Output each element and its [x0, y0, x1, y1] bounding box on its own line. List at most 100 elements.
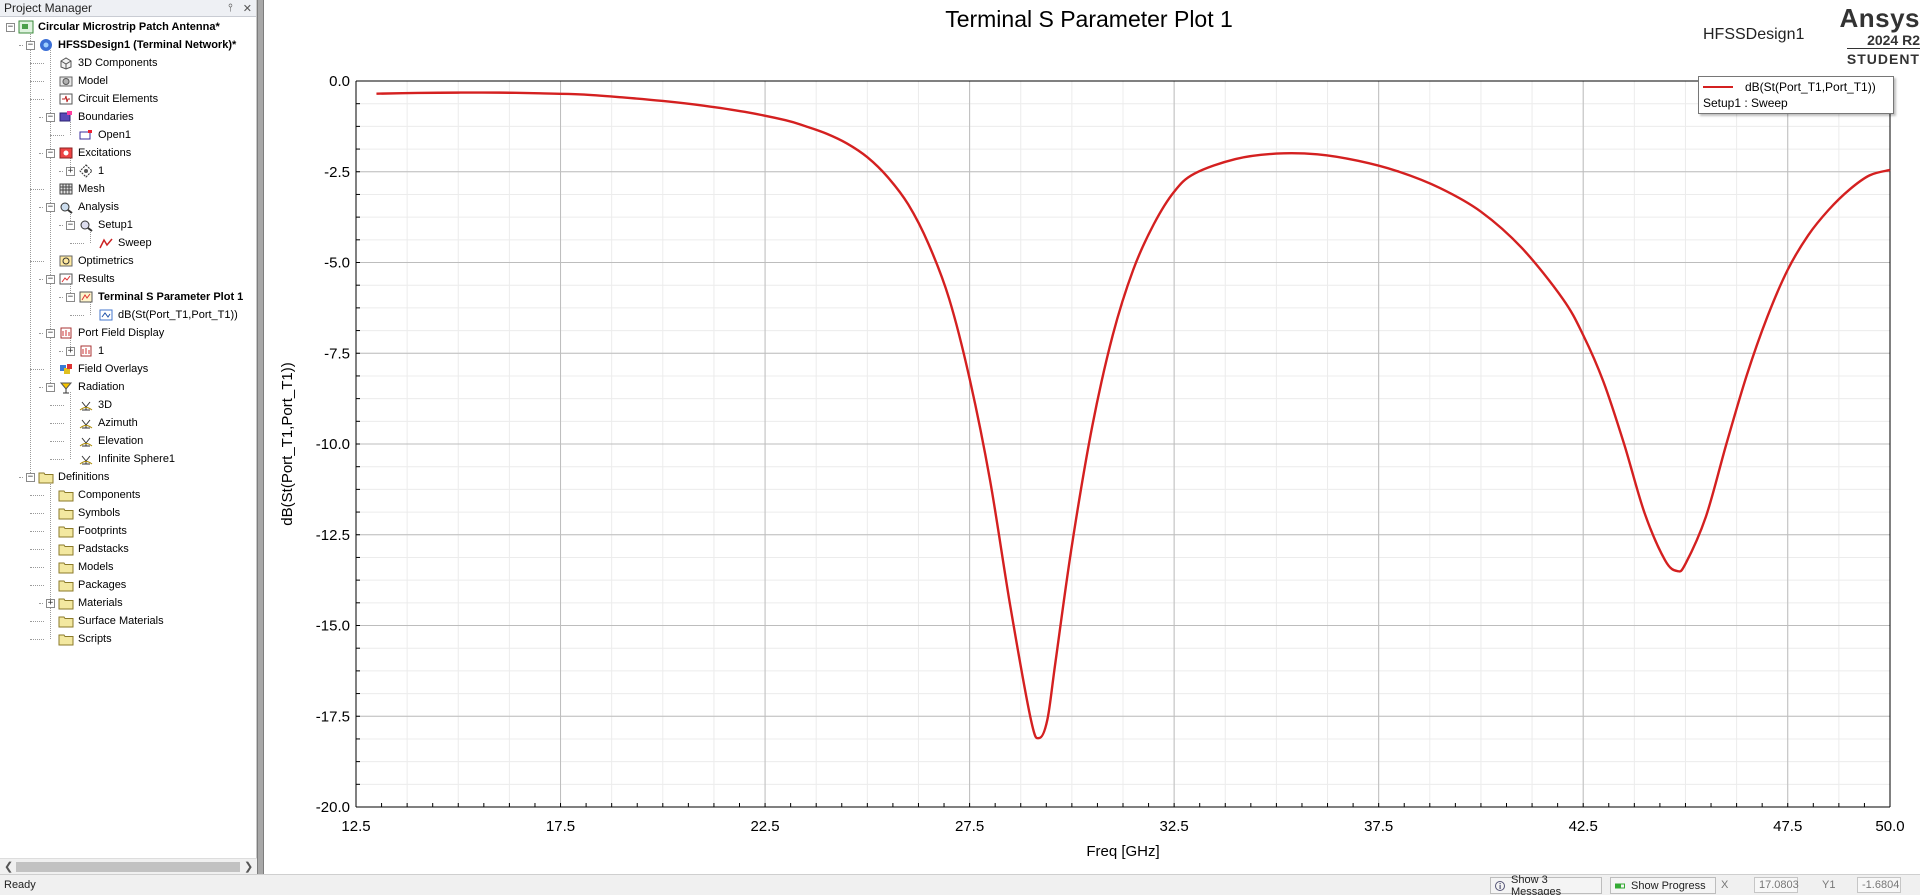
plot-legend[interactable]: dB(St(Port_T1,Port_T1)) Setup1 : Sweep	[1698, 76, 1894, 114]
tree-item-scripts[interactable]: Scripts	[58, 630, 112, 648]
tree-item-materials[interactable]: Materials	[58, 594, 123, 612]
tree-item-label: Radiation	[78, 381, 125, 393]
scroll-left-icon[interactable]: ❮	[4, 861, 14, 873]
scroll-thumb[interactable]	[16, 862, 240, 872]
tree-item-surface-materials[interactable]: Surface Materials	[58, 612, 164, 630]
radiation-icon	[58, 380, 74, 394]
collapse-toggle-icon[interactable]: −	[46, 382, 55, 392]
tree-item-components[interactable]: Components	[58, 486, 140, 504]
tree-item-results[interactable]: Results	[58, 270, 115, 288]
scroll-right-icon[interactable]: ❯	[244, 861, 254, 873]
show-progress-button[interactable]: Show Progress	[1610, 877, 1716, 894]
radiation-setup-icon	[78, 452, 94, 466]
tree-item-packages[interactable]: Packages	[58, 576, 126, 594]
tree-item-definitions[interactable]: Definitions	[38, 468, 109, 486]
tree-item-1[interactable]: 1	[78, 342, 104, 360]
tree-item-excitations[interactable]: Excitations	[58, 144, 131, 162]
y-tick-label: -2.5	[324, 164, 350, 181]
optimetrics-icon	[58, 254, 74, 268]
tree-connector	[39, 279, 43, 280]
tree-item-terminal-s-parameter-plot-1[interactable]: Terminal S Parameter Plot 1	[78, 288, 243, 306]
tree-item-circular-microstrip-patch-antenna[interactable]: Circular Microstrip Patch Antenna*	[18, 18, 220, 36]
tree-item-mesh[interactable]: Mesh	[58, 180, 105, 198]
y-axis-title: dB(St(Port_T1,Port_T1))	[279, 362, 296, 525]
close-icon[interactable]: ✕	[242, 2, 252, 15]
collapse-toggle-icon[interactable]: −	[46, 112, 55, 122]
tree-item-port-field-display[interactable]: Port Field Display	[58, 324, 164, 342]
collapse-toggle-icon[interactable]: −	[46, 328, 55, 338]
logo-edition: STUDENT	[1846, 51, 1920, 67]
tree-item-db-st-port-t1-port-t1[interactable]: dB(St(Port_T1,Port_T1))	[98, 306, 238, 324]
collapse-toggle-icon[interactable]: −	[66, 292, 75, 302]
tree-item-hfssdesign1-terminal-network[interactable]: HFSSDesign1 (Terminal Network)*	[38, 36, 236, 54]
tree-item-label: HFSSDesign1 (Terminal Network)*	[58, 39, 237, 51]
tree-item-circuit-elements[interactable]: Circuit Elements	[58, 90, 158, 108]
y-tick-label: -10.0	[316, 436, 350, 453]
collapse-toggle-icon[interactable]: −	[46, 202, 55, 212]
port-field-icon	[78, 344, 94, 358]
report-plot-window[interactable]: 12.5 17.5 22.5 27.5 32.5 37.5 42.5 47.5 50.0 0.0 -…	[264, 0, 1920, 874]
expand-toggle-icon[interactable]: +	[66, 166, 75, 176]
tree-connector	[39, 153, 43, 154]
pin-icon[interactable]: ⫯	[227, 1, 233, 14]
tree-item-models[interactable]: Models	[58, 558, 113, 576]
tree-item-label: Optimetrics	[78, 255, 134, 267]
tree-item-label: Scripts	[78, 633, 112, 645]
show-messages-button[interactable]: Show 3 Messages	[1490, 874, 1602, 895]
folder-icon	[58, 578, 74, 592]
y-tick-label: -12.5	[316, 527, 350, 544]
tree-item-setup1[interactable]: Setup1	[78, 216, 133, 234]
tree-item-padstacks[interactable]: Padstacks	[58, 540, 129, 558]
design-name-label: HFSSDesign1	[1703, 26, 1805, 43]
tree-item-analysis[interactable]: Analysis	[58, 198, 119, 216]
tree-item-infinite-sphere1[interactable]: Infinite Sphere1	[78, 450, 175, 468]
tree-item-label: Azimuth	[98, 417, 138, 429]
tree-item-footprints[interactable]: Footprints	[58, 522, 127, 540]
y-tick-label: 0.0	[329, 73, 350, 90]
collapse-toggle-icon[interactable]: −	[6, 22, 15, 32]
tree-item-radiation[interactable]: Radiation	[58, 378, 124, 396]
tree-connector	[39, 207, 43, 208]
project-tree-hscrollbar[interactable]: ❮ ❯	[0, 858, 257, 874]
tree-item-boundaries[interactable]: Boundaries	[58, 108, 134, 126]
tree-connector	[70, 158, 71, 171]
tree-item-optimetrics[interactable]: Optimetrics	[58, 252, 134, 270]
tree-connector	[59, 297, 63, 298]
tree-connector	[70, 243, 84, 244]
collapse-toggle-icon[interactable]: −	[46, 274, 55, 284]
tree-item-symbols[interactable]: Symbols	[58, 504, 120, 522]
tree-connector	[70, 338, 71, 351]
project-tree[interactable]: − Circular Microstrip Patch Antenna* − HFSS…	[0, 17, 256, 852]
tree-item-field-overlays[interactable]: Field Overlays	[58, 360, 148, 378]
collapse-toggle-icon[interactable]: −	[66, 220, 75, 230]
project-icon	[18, 20, 34, 34]
tree-item-model[interactable]: Model	[58, 72, 108, 90]
tree-item-label: Materials	[78, 597, 123, 609]
folder-icon	[58, 560, 74, 574]
expand-toggle-icon[interactable]: +	[46, 598, 55, 608]
tree-item-elevation[interactable]: Elevation	[78, 432, 143, 450]
collapse-toggle-icon[interactable]: −	[26, 472, 35, 482]
tree-item-sweep[interactable]: Sweep	[98, 234, 152, 252]
tree-connector	[50, 459, 64, 460]
tree-item-1[interactable]: 1	[78, 162, 104, 180]
collapse-toggle-icon[interactable]: −	[46, 148, 55, 158]
tree-item-3d-components[interactable]: 3D Components	[58, 54, 158, 72]
tree-item-label: 3D Components	[78, 57, 158, 69]
x-tick-label: 17.5	[546, 818, 575, 835]
tree-item-label: dB(St(Port_T1,Port_T1))	[118, 309, 238, 321]
series-line-s11[interactable]	[376, 91, 1891, 740]
model-icon	[58, 74, 74, 88]
tree-item-3d[interactable]: 3D	[78, 396, 112, 414]
panel-splitter[interactable]	[257, 0, 264, 874]
tree-connector	[50, 405, 64, 406]
s-parameter-chart[interactable]: 12.5 17.5 22.5 27.5 32.5 37.5 42.5 47.5 50.0 0.0 -…	[264, 0, 1920, 874]
excitations-icon	[58, 146, 74, 160]
collapse-toggle-icon[interactable]: −	[26, 40, 35, 50]
tree-item-label: Footprints	[78, 525, 127, 537]
tree-item-open1[interactable]: Open1	[78, 126, 131, 144]
tree-connector	[39, 603, 43, 604]
tree-item-azimuth[interactable]: Azimuth	[78, 414, 138, 432]
expand-toggle-icon[interactable]: +	[66, 346, 75, 356]
port-icon	[78, 164, 94, 178]
